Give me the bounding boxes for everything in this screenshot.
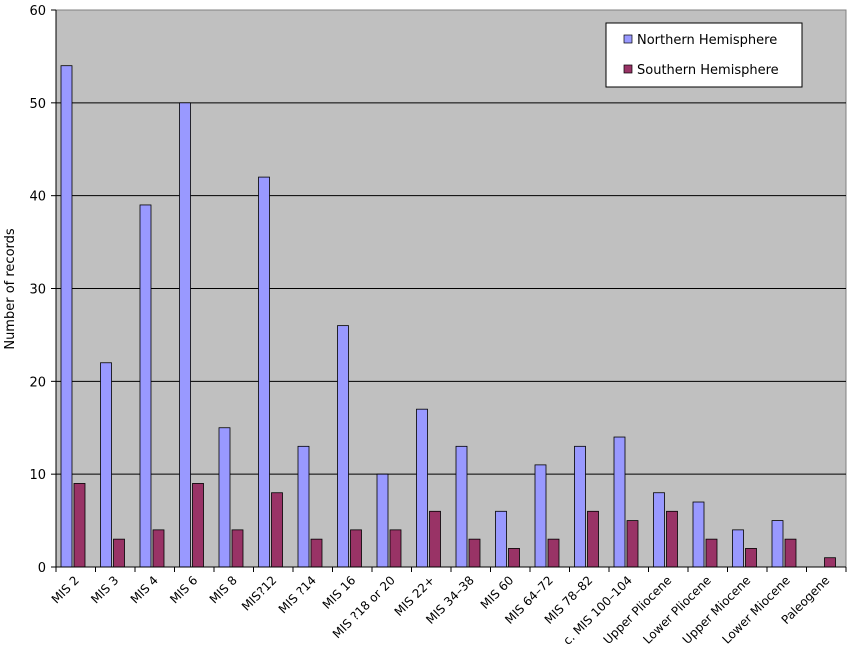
x-tick-label: MIS 16 — [320, 573, 359, 612]
bar-southern — [824, 557, 836, 568]
bar-northern — [653, 492, 665, 568]
bar-southern — [231, 529, 244, 568]
bar-northern — [139, 204, 152, 568]
y-tick-labels: 0 10 20 30 40 50 60 — [29, 4, 56, 576]
y-tick-label: 40 — [29, 190, 46, 205]
y-tick-label: 60 — [29, 4, 46, 19]
bar-northern — [179, 102, 191, 568]
bar-northern — [218, 427, 231, 568]
x-tick-label: MIS 8 — [207, 573, 240, 606]
bar-southern — [192, 483, 204, 568]
bar-southern — [271, 492, 283, 568]
bar-southern — [666, 510, 678, 568]
legend: Northern Hemisphere Southern Hemisphere — [605, 22, 803, 88]
bar-northern — [534, 464, 547, 568]
bar-northern — [574, 445, 586, 568]
bar-northern — [455, 445, 468, 568]
bar-northern — [60, 65, 73, 568]
bar-northern — [258, 176, 270, 568]
legend-swatch-southern — [623, 64, 633, 74]
bar-southern — [508, 548, 520, 568]
bar-southern — [350, 529, 362, 568]
bar-northern — [732, 529, 744, 568]
bar-northern — [337, 325, 349, 568]
bar-northern — [613, 436, 626, 568]
bar-northern — [416, 408, 428, 568]
x-tick-label: Lower Pliocene — [640, 573, 714, 647]
x-tick-label: MIS 6 — [167, 573, 200, 606]
bar-southern — [113, 538, 125, 568]
bar-southern — [389, 529, 402, 568]
y-tick-label: 10 — [29, 468, 46, 483]
legend-swatch-northern — [623, 34, 633, 44]
x-tick-label: MIS 4 — [128, 573, 161, 606]
bar-southern — [626, 520, 639, 568]
bar-northern — [692, 501, 705, 568]
bar-northern — [297, 445, 310, 568]
bars — [60, 65, 836, 568]
x-tick-label: c. MIS 100–104 — [560, 573, 635, 648]
bar-southern — [547, 538, 560, 568]
bar-southern — [152, 529, 165, 568]
y-axis-label: Number of records — [3, 228, 18, 350]
bar-northern — [376, 473, 389, 568]
x-tick-label: MIS?12 — [239, 573, 279, 613]
y-tick-label: 50 — [29, 97, 46, 112]
legend-label-southern: Southern Hemisphere — [637, 63, 779, 78]
x-tick-label: MIS 2 — [49, 573, 82, 606]
legend-label-northern: Northern Hemisphere — [637, 33, 777, 48]
bar-southern — [784, 538, 797, 568]
bar-northern — [771, 520, 784, 568]
y-tick-label: 20 — [29, 375, 46, 390]
bar-southern — [705, 538, 718, 568]
bar-southern — [587, 510, 599, 568]
bar-southern — [468, 538, 481, 568]
legend-box — [605, 22, 803, 88]
y-tick-label: 30 — [29, 283, 46, 298]
y-tick-label: 0 — [38, 561, 46, 576]
bar-southern — [73, 483, 86, 568]
x-tick-label: Lower Miocene — [719, 573, 792, 646]
x-tick-label: MIS 60 — [478, 573, 517, 612]
x-tick-label: MIS 3 — [88, 573, 121, 606]
bar-southern — [745, 548, 757, 568]
bar-southern — [429, 510, 441, 568]
x-tick-label: Upper Pliocene — [601, 573, 675, 647]
x-tick-label: MIS ?14 — [276, 573, 319, 616]
bar-northern — [100, 362, 112, 568]
x-tick-label: Upper Miocene — [680, 573, 754, 647]
bar-southern — [310, 538, 323, 568]
bar-northern — [495, 510, 507, 568]
